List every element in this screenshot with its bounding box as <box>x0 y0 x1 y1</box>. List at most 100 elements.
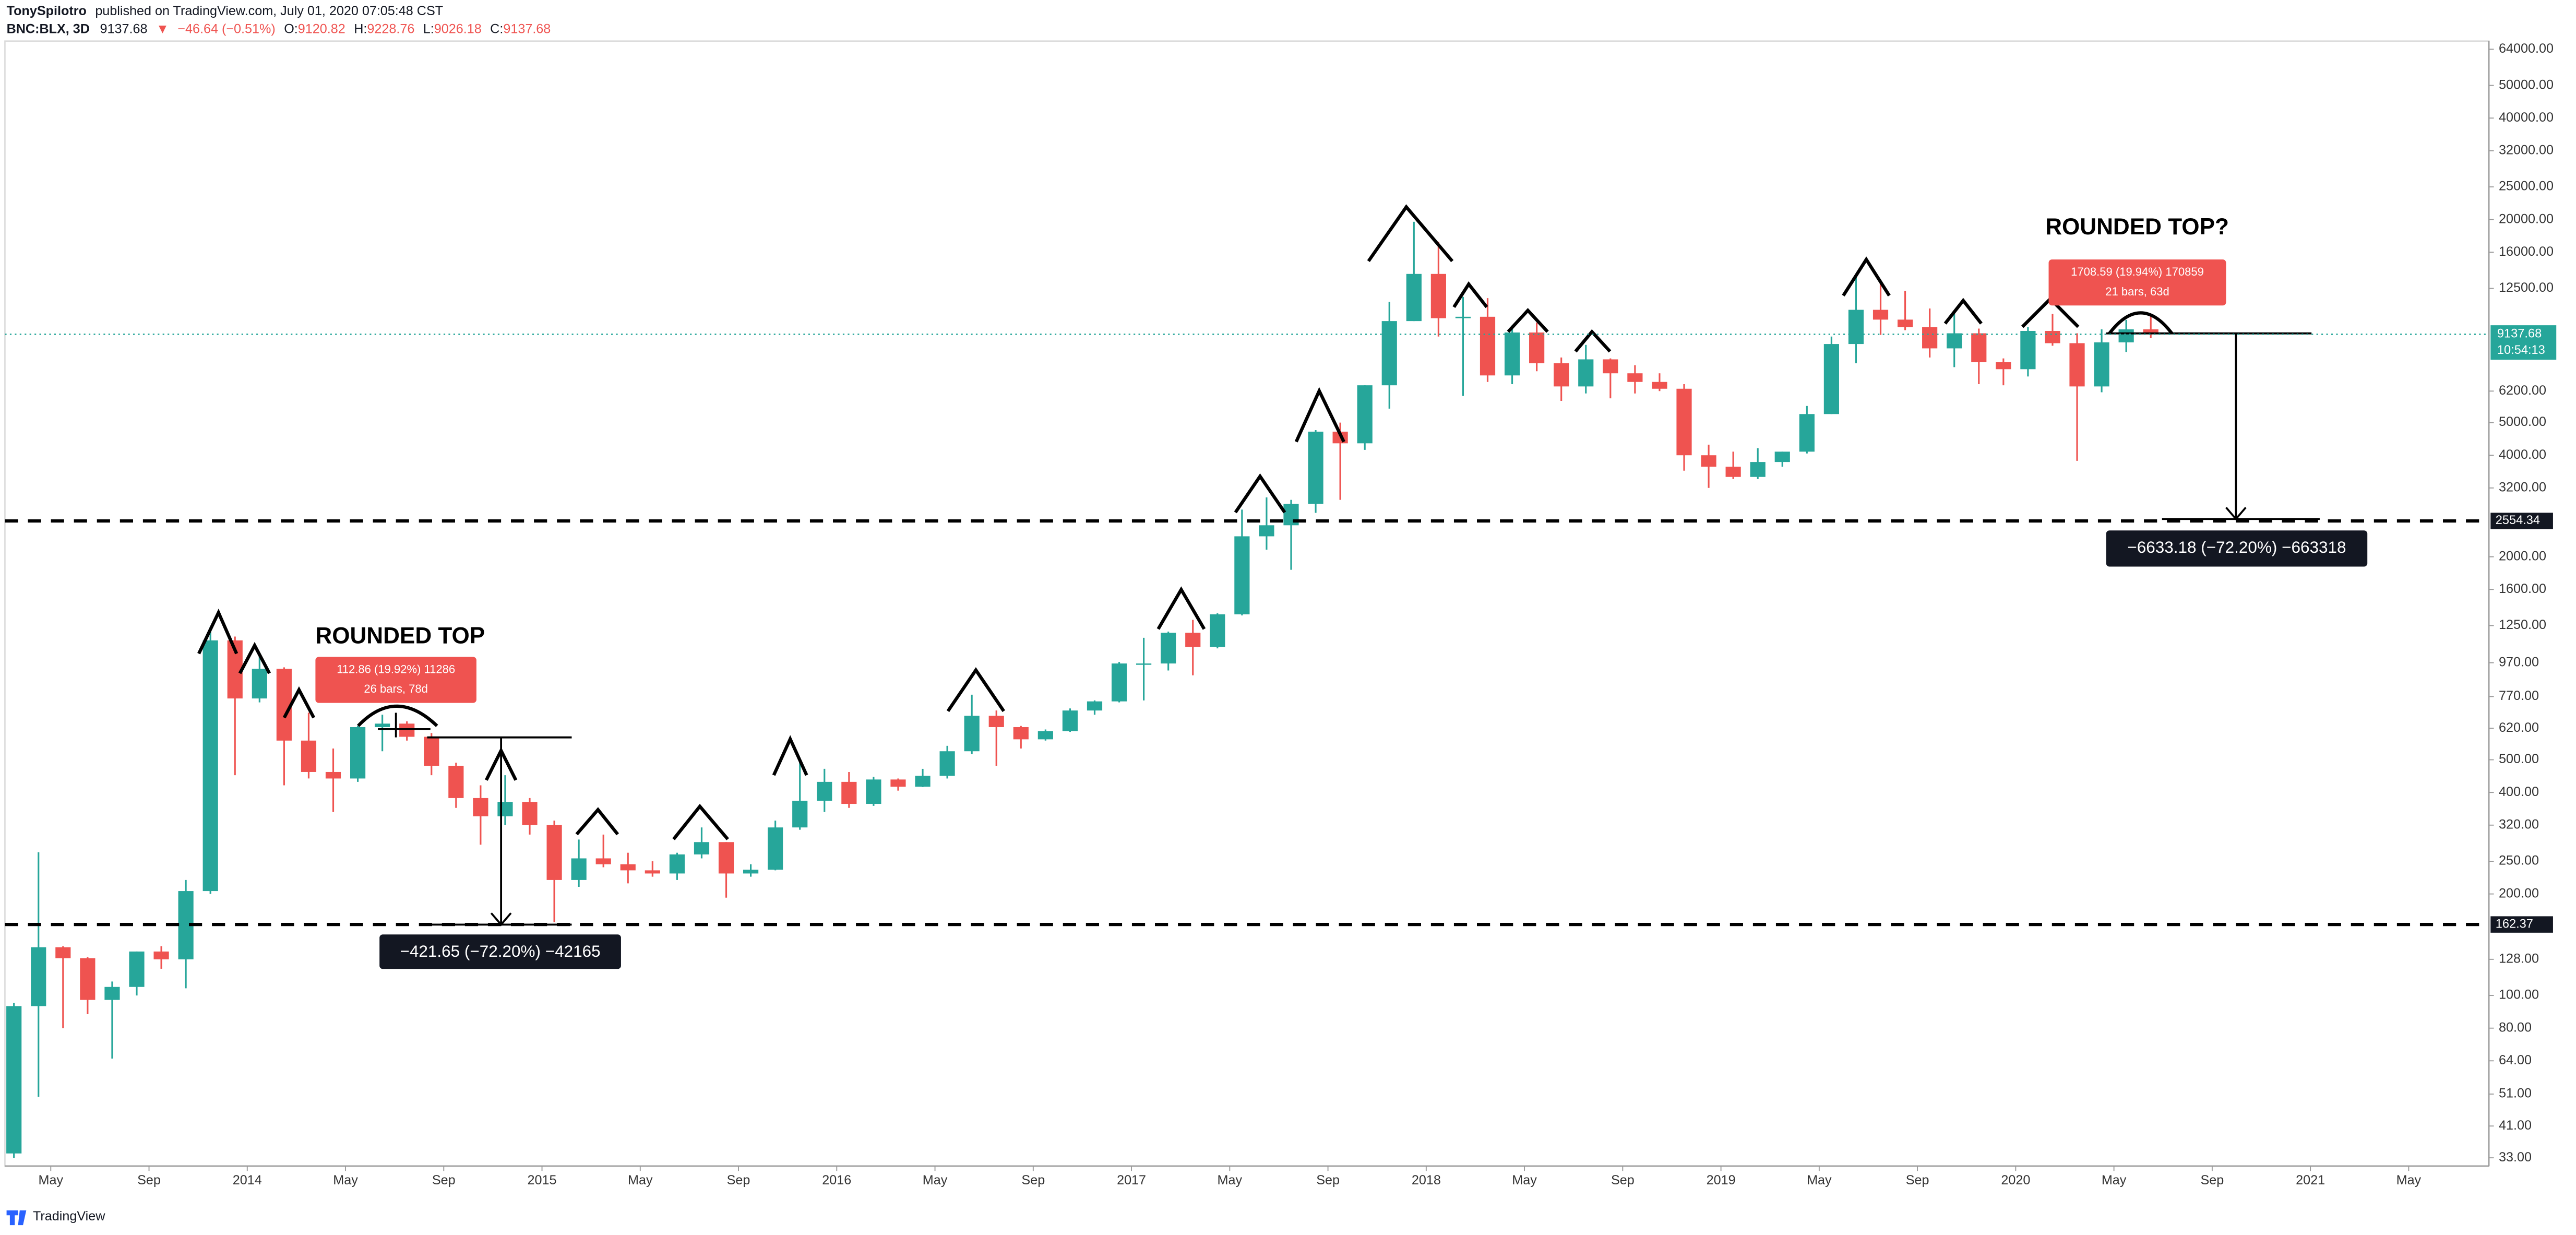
peak-drawing <box>1452 281 1488 308</box>
y-tick-label: 1600.00 <box>2499 581 2546 596</box>
measure-text: 112.86 (19.92%) 11286 <box>337 662 455 675</box>
x-tick-label: May <box>2396 1173 2422 1188</box>
peak-drawing <box>1234 473 1286 514</box>
y-tick-label: 50000.00 <box>2499 77 2554 92</box>
candle-body <box>1136 663 1152 665</box>
candle-body <box>1578 359 1594 387</box>
candle-body <box>31 947 46 1006</box>
ohlc-label: C: <box>490 21 503 36</box>
candle-body <box>1430 274 1446 318</box>
candle-body <box>1603 359 1618 374</box>
candle-body <box>80 958 96 1000</box>
y-tick-label: 25000.00 <box>2499 179 2554 194</box>
candle-body <box>301 740 317 772</box>
candle-body <box>1897 319 1913 327</box>
symbol: BNC:BLX, 3D <box>7 21 90 36</box>
x-tick-label: Sep <box>137 1173 161 1188</box>
last-price-label: 9137.68 <box>2497 327 2542 341</box>
x-tick-label: May <box>2102 1173 2127 1188</box>
x-tick-label: Sep <box>1906 1173 1929 1188</box>
candle-body <box>1455 316 1471 318</box>
annotation: ROUNDED TOP? <box>2045 214 2229 240</box>
candle-body <box>1259 525 1274 537</box>
y-tick-label: 51.00 <box>2499 1086 2532 1101</box>
x-tick-label: Sep <box>432 1173 456 1188</box>
candle-body <box>645 870 660 874</box>
candle-body <box>202 640 218 892</box>
price: 9137.68 <box>100 21 148 36</box>
y-tick-label: 250.00 <box>2499 853 2539 868</box>
candle-body <box>497 802 513 816</box>
candle-body <box>1750 462 1766 477</box>
candle-body <box>1554 363 1569 387</box>
countdown-label: 10:54:13 <box>2497 343 2545 357</box>
candle-body <box>276 669 292 741</box>
x-tick-label: Sep <box>2200 1173 2224 1188</box>
level-label: 2554.34 <box>2496 514 2540 527</box>
candle-body <box>1406 274 1422 322</box>
candle-body <box>792 801 808 828</box>
candle-body <box>1701 455 1716 467</box>
candle-body <box>1848 310 1864 345</box>
candle-body <box>1480 316 1496 376</box>
candle-body <box>1971 333 1987 362</box>
candle-body <box>571 858 587 880</box>
candle-body <box>153 951 169 959</box>
peak-drawing <box>1367 204 1454 263</box>
candle-body <box>522 802 538 825</box>
ohlc-value: 9228.76 <box>367 21 414 36</box>
candle-body <box>866 779 881 804</box>
x-tick-label: 2015 <box>528 1173 557 1188</box>
x-tick-label: 2021 <box>2296 1173 2325 1188</box>
candle-body <box>2143 329 2158 335</box>
peak-drawing <box>282 686 316 719</box>
candle-body <box>1308 431 1323 504</box>
candle-body <box>1111 663 1127 702</box>
level-label-box <box>2490 513 2553 529</box>
candle-body <box>768 827 783 870</box>
candle-body <box>6 1006 22 1154</box>
drawdown-text: −421.65 (−72.20%) −42165 <box>400 942 600 960</box>
peak-drawing <box>946 667 1006 712</box>
y-tick-label: 400.00 <box>2499 785 2539 799</box>
x-tick-label: May <box>1807 1173 1832 1188</box>
y-tick-label: 4000.00 <box>2499 447 2546 462</box>
y-tick-label: 6200.00 <box>2499 383 2546 398</box>
candle-body <box>1013 727 1029 740</box>
annotation: ROUNDED TOP <box>315 623 485 648</box>
candle-body <box>1823 344 1839 414</box>
measure-box <box>2048 259 2226 306</box>
y-tick-label: 1250.00 <box>2499 618 2546 632</box>
symbol-line: BNC:BLX, 3D 9137.68 ▼ −46.64 (−0.51%) O:… <box>7 21 551 36</box>
y-tick-label: 20000.00 <box>2499 211 2554 226</box>
x-tick-label: May <box>628 1173 653 1188</box>
candle-body <box>841 781 857 804</box>
y-tick-label: 770.00 <box>2499 688 2539 703</box>
candle-body <box>1725 467 1741 477</box>
change-arrow: ▼ <box>156 21 169 36</box>
peak-drawing <box>1943 298 1983 325</box>
y-tick-label: 3200.00 <box>2499 480 2546 494</box>
ohlc-label: H: <box>354 21 367 36</box>
candle-body <box>595 858 611 864</box>
candle-body <box>448 766 464 798</box>
x-tick-label: Sep <box>1611 1173 1635 1188</box>
x-tick-label: Sep <box>1021 1173 1045 1188</box>
author: TonySpilotro <box>7 4 87 18</box>
candle-body <box>1873 310 1889 320</box>
candle-body <box>1652 382 1667 389</box>
candle-body <box>1185 633 1201 647</box>
x-tick-label: 2016 <box>822 1173 851 1188</box>
candle-body <box>939 751 955 776</box>
candle-body <box>2045 330 2060 343</box>
candle-body <box>424 737 439 766</box>
y-tick-label: 200.00 <box>2499 886 2539 900</box>
peak-drawing <box>772 735 808 776</box>
candle-body <box>1529 332 1545 363</box>
ohlc-label: O: <box>284 21 298 36</box>
x-tick-label: May <box>923 1173 948 1188</box>
candle-body <box>473 798 488 816</box>
candle-body <box>252 669 267 699</box>
